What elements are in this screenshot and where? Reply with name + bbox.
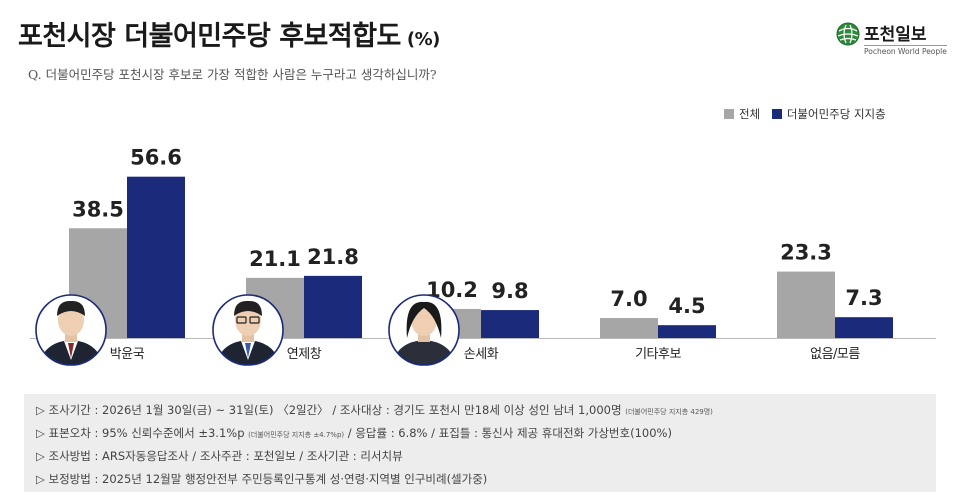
footer-line-period-text: ▷ 조사기간 : 2026년 1월 30일(금) ~ 31일(토) 〈2일간〉 … [36,403,622,417]
category-label-2: 손세화 [464,347,499,362]
footer-line-period-note: (더불어민주당 지지층 429명) [625,408,713,416]
legend-item-supporters: 더불어민주당 지지층 [771,106,886,122]
chart-title-unit: (%) [406,29,441,50]
bar-supporters-4 [835,317,893,338]
footer-line-error-text: ▷ 표본오차 : 95% 신뢰수준에서 ±3.1%p [36,426,245,440]
bar-supporters-0 [127,176,185,338]
footer-line-error-note: (더불어민주당 지지층 ±4.7%p) [248,431,345,439]
category-label-3: 기타후보 [635,347,681,362]
survey-info-box: ▷ 조사기간 : 2026년 1월 30일(금) ~ 31일(토) 〈2일간〉 … [24,394,936,492]
candidate-photo-0 [35,294,107,366]
data-label-supporters-0: 56.6 [130,146,182,170]
legend-swatch-supporters [771,109,782,119]
legend-label-total: 전체 [739,107,761,121]
data-label-total-0: 38.5 [72,197,124,221]
candidate-photo-2 [388,294,460,366]
legend-item-total: 전체 [724,106,760,122]
brand-logo: 포천일보 Pocheon World People [836,20,947,60]
category-label-4: 없음/모름 [810,347,860,362]
bar-total-3 [600,318,658,338]
logo-subtitle: Pocheon World People [864,45,947,56]
bar-supporters-2 [481,310,539,338]
category-label-1: 연제창 [287,347,322,362]
legend-label-supporters: 더불어민주당 지지층 [786,107,886,121]
footer-line-weighting: ▷ 보정방법 : 2025년 12월말 행정안전부 주민등록인구통계 성·연령·… [36,472,488,486]
category-label-0: 박윤국 [110,347,145,362]
chart-legend: 전체 더불어민주당 지지층 [724,106,894,122]
bar-total-4 [777,271,835,338]
logo-name: 포천일보 [864,25,927,45]
footer-line-method: ▷ 조사방법 : ARS자동응답조사 / 조사주관 : 포천일보 / 조사기관 … [36,449,403,463]
footer-line-error: ▷ 표본오차 : 95% 신뢰수준에서 ±3.1%p (더불어민주당 지지층 ±… [36,425,672,441]
footer-line-period: ▷ 조사기간 : 2026년 1월 30일(금) ~ 31일(토) 〈2일간〉 … [36,402,713,418]
globe-logo-icon [836,22,860,46]
data-label-total-4: 23.3 [780,241,832,265]
legend-swatch-total [724,109,734,119]
candidate-photo-1 [212,294,284,366]
survey-question: Q. 더불어민주당 포천시장 후보로 가장 적합한 사람은 누구라고 생각하십니… [28,67,437,82]
bar-supporters-3 [658,325,716,338]
data-label-supporters-3: 4.5 [668,294,705,318]
data-label-total-1: 21.1 [249,247,301,271]
chart-title-text: 포천시장 더불어민주당 후보적합도 [18,21,401,52]
data-label-supporters-1: 21.8 [307,245,359,269]
chart-title: 포천시장 더불어민주당 후보적합도 (%) [18,14,440,53]
footer-line-error-text2: / 응답률 : 6.8% / 표집틀 : 통신사 제공 휴대전화 가상번호(10… [344,426,672,440]
data-label-supporters-4: 7.3 [845,286,882,310]
data-label-supporters-2: 9.8 [491,279,528,303]
data-label-total-3: 7.0 [610,287,647,311]
bar-supporters-1 [304,275,362,338]
